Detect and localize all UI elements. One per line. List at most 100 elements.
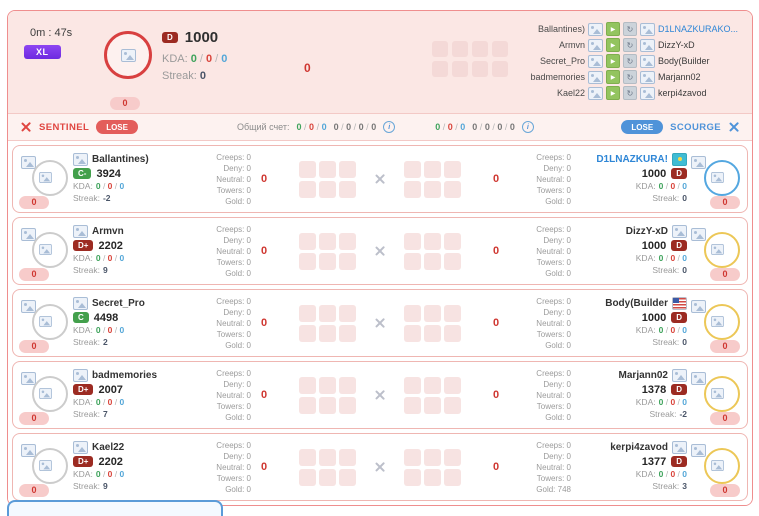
hero-ring — [32, 232, 68, 268]
deaths-value: 0 — [197, 53, 212, 65]
left-player-info: Armvn D+ 2202 KDA:000 Streak:9 — [73, 225, 189, 277]
player-name[interactable]: Armvn — [92, 226, 124, 237]
right-item-grid — [404, 448, 461, 486]
right-player-avatar: 0 — [687, 219, 743, 283]
count-badge: 0 — [19, 268, 49, 281]
pair-left-name[interactable]: Ballantines) — [537, 24, 585, 34]
player-name[interactable]: badmemories — [92, 370, 158, 381]
player-name[interactable]: DizzY-xD — [625, 226, 668, 237]
left-score: 0 — [260, 317, 268, 329]
kda-line: KDA:000 — [571, 469, 687, 481]
right-score: 0 — [492, 317, 500, 329]
left-player-avatar: 0 — [17, 219, 73, 283]
main-hero-ring — [104, 31, 152, 79]
mmr-value: 1000 — [641, 239, 667, 252]
refresh-icon[interactable] — [623, 70, 637, 84]
rank-badge: D+ — [73, 240, 94, 251]
streak-line: Streak: 9 — [73, 265, 108, 275]
broken-avatar-icon — [39, 459, 52, 472]
streak-line: Streak: 0 — [652, 265, 687, 275]
info-icon[interactable] — [521, 121, 534, 133]
player-matchup-row: 0 Kael22 D+ 2202 KDA:000 Streak:9 Creeps… — [12, 433, 748, 501]
hero-ring — [704, 304, 740, 340]
pair-right-name[interactable]: DizzY-xD — [658, 40, 695, 50]
player-flag-icon — [73, 153, 88, 166]
kda-line: KDA:000 — [73, 253, 189, 265]
versus-swords-icon — [374, 461, 386, 473]
match-header: 0m : 47s XL 0 D 1000 KDA:000 Streak:0 0 … — [8, 11, 752, 114]
item-slots — [277, 376, 483, 414]
mode-badge: XL — [24, 45, 61, 59]
left-player-info: Ballantines) C- 3924 KDA:000 Streak:-2 — [73, 153, 189, 205]
player-name[interactable]: Kael22 — [92, 442, 125, 453]
right-player-stats: Creeps: 0 Deny: 0 Neutral: 0 Towers: 0 G… — [536, 152, 571, 206]
player-name[interactable]: Ballantines) — [92, 154, 149, 165]
mmr-value: 2202 — [98, 239, 123, 252]
refresh-icon[interactable] — [623, 22, 637, 36]
player-name[interactable]: Body(Builder — [605, 298, 668, 309]
player-name[interactable]: kerpi4zavod — [610, 442, 668, 453]
watch-icon[interactable] — [606, 86, 620, 100]
refresh-icon[interactable] — [623, 86, 637, 100]
right-player-info: D1LNAZKURA! 1000 D KDA:000 Streak:0 — [571, 153, 687, 205]
rank-badge: D — [671, 312, 687, 323]
kda-line: KDA:000 — [73, 397, 189, 409]
scourge-kda-total: 000 — [435, 122, 465, 132]
sentinel-kda-total: 000 — [297, 122, 327, 132]
kda-line: KDA:000 — [73, 325, 189, 337]
streak-line: Streak: 2 — [73, 337, 108, 347]
rank-badge: D — [162, 32, 178, 43]
player-name[interactable]: Marjann02 — [618, 370, 668, 381]
team-score-bar: SENTINEL LOSE Общий счет: 000 0000 000 0… — [8, 114, 752, 141]
broken-avatar-icon — [711, 171, 724, 184]
hero-ring — [704, 160, 740, 196]
player-flag-icon — [73, 297, 88, 310]
player-name[interactable]: D1LNAZKURA! — [596, 154, 668, 165]
broken-avatar-icon — [711, 243, 724, 256]
player-name[interactable]: Secret_Pro — [92, 298, 145, 309]
avatar-image-icon — [21, 372, 36, 385]
matchup-pairs-list: Ballantines) D1LNAZKURAKO... Armvn DizzY… — [511, 22, 740, 100]
pair-right-name[interactable]: Marjann02 — [658, 72, 701, 82]
streak-line: Streak: 9 — [73, 481, 108, 491]
info-icon[interactable] — [383, 121, 396, 133]
right-player-stats: Creeps: 0 Deny: 0 Neutral: 0 Towers: 0 G… — [536, 440, 571, 494]
left-player-stats: Creeps: 0 Deny: 0 Neutral: 0 Towers: 0 G… — [216, 152, 251, 206]
left-player-avatar: 0 — [17, 363, 73, 427]
left-score: 0 — [260, 173, 268, 185]
left-player-avatar: 0 — [17, 435, 73, 499]
player-flag-icon — [73, 441, 88, 454]
right-item-grid — [404, 232, 461, 270]
watch-icon[interactable] — [606, 22, 620, 36]
pair-left-name[interactable]: Secret_Pro — [539, 56, 585, 66]
refresh-icon[interactable] — [623, 54, 637, 68]
pair-right-name[interactable]: kerpi4zavod — [658, 88, 707, 98]
right-player-info: Body(Builder 1000 D KDA:000 Streak:0 — [571, 297, 687, 349]
watch-icon[interactable] — [606, 54, 620, 68]
pair-right-name[interactable]: D1LNAZKURAKO... — [658, 24, 739, 34]
avatar-image-icon — [640, 54, 655, 68]
mmr-value: 3924 — [96, 167, 121, 180]
watch-icon[interactable] — [606, 38, 620, 52]
sentinel-team-name: SENTINEL — [39, 121, 90, 133]
watch-icon[interactable] — [606, 70, 620, 84]
pair-right-name[interactable]: Body(Builder — [658, 56, 710, 66]
player-flag-icon — [672, 153, 687, 166]
player-matchup-row: 0 badmemories D+ 2007 KDA:000 Streak:7 C… — [12, 361, 748, 429]
player-rows: 0 Ballantines) C- 3924 KDA:000 Streak:-2… — [8, 141, 752, 505]
streak-line: Streak: -2 — [649, 409, 688, 419]
right-player-info: Marjann02 1378 D KDA:000 Streak:-2 — [571, 369, 687, 421]
pair-left-name[interactable]: badmemories — [530, 72, 585, 82]
right-player-info: DizzY-xD 1000 D KDA:000 Streak:0 — [571, 225, 687, 277]
right-player-stats: Creeps: 0 Deny: 0 Neutral: 0 Towers: 0 G… — [536, 368, 571, 422]
player-matchup-row: 0 Secret_Pro C 4498 KDA:000 Streak:2 Cre… — [12, 289, 748, 357]
match-timer: 0m : 47s — [30, 27, 73, 39]
count-badge: 0 — [710, 412, 740, 425]
refresh-icon[interactable] — [623, 38, 637, 52]
pair-left-name[interactable]: Armvn — [558, 40, 585, 50]
hero-ring — [704, 232, 740, 268]
avatar-image-icon — [588, 38, 603, 52]
left-item-grid — [299, 448, 356, 486]
pair-left-name[interactable]: Kael22 — [556, 88, 585, 98]
broken-avatar-icon — [39, 387, 52, 400]
